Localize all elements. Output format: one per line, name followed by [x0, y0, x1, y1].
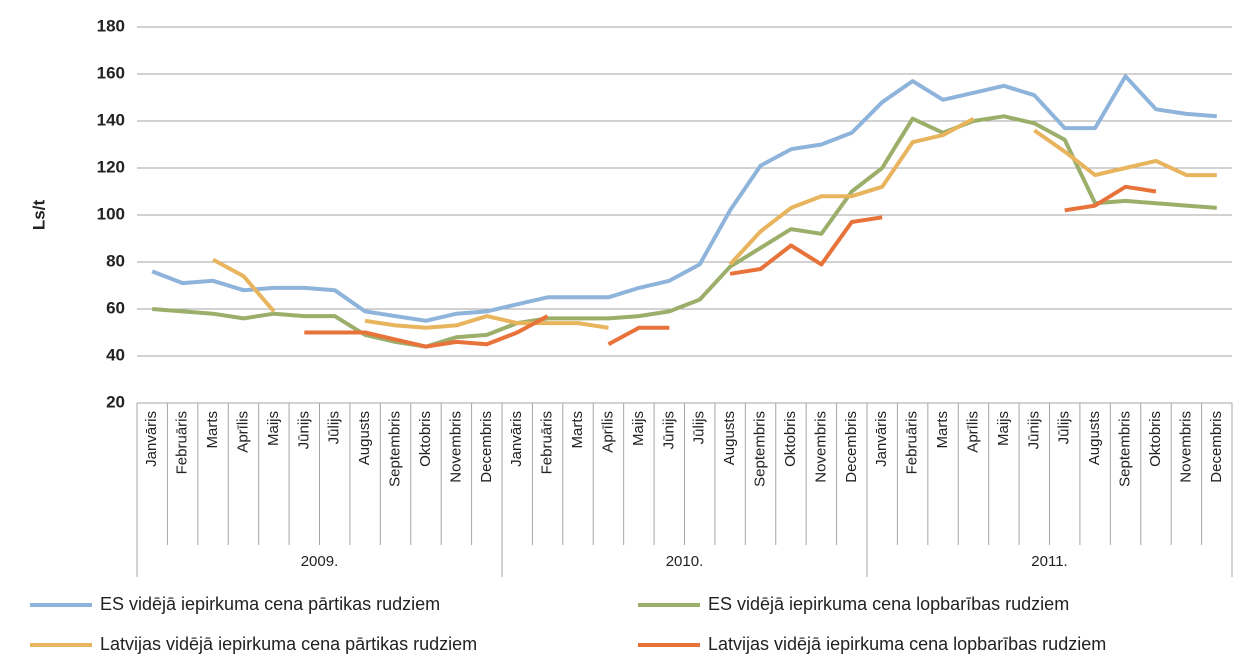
x-tick-label: Augusts — [356, 411, 373, 465]
x-tick-label: Septembris — [387, 411, 404, 487]
y-tick-label: 40 — [106, 345, 125, 364]
x-tick-label: Marts — [569, 411, 586, 449]
x-tick-label: Oktobris — [782, 411, 799, 467]
x-tick-label: Jūlijs — [326, 411, 343, 444]
legend-label: ES vidējā iepirkuma cena pārtikas rudzie… — [100, 594, 440, 614]
x-tick-label: Februāris — [904, 411, 921, 474]
y-tick-label: 160 — [97, 63, 125, 82]
x-tick-label: Aprīlis — [964, 411, 981, 453]
series-line — [151, 74, 1217, 323]
series-line — [212, 116, 1217, 330]
y-tick-label: 60 — [106, 298, 125, 317]
x-tick-label: Maijs — [265, 411, 282, 446]
legend-label: Latvijas vidējā iepirkuma cena lopbarība… — [708, 634, 1106, 654]
x-tick-label: Jūnijs — [295, 411, 312, 449]
x-tick-label: Oktobris — [1147, 411, 1164, 467]
legend-label: ES vidējā iepirkuma cena lopbarības rudz… — [708, 594, 1069, 614]
x-tick-label: Augusts — [1086, 411, 1103, 465]
x-tick-label: Jūnijs — [660, 411, 677, 449]
x-tick-label: Augusts — [721, 411, 738, 465]
x-tick-label: Marts — [204, 411, 221, 449]
series-line — [304, 184, 1157, 349]
x-tick-label: Aprīlis — [599, 411, 616, 453]
x-tick-label: Septembris — [1117, 411, 1134, 487]
year-label: 2009. — [301, 553, 339, 570]
y-tick-label: 180 — [97, 16, 125, 35]
x-tick-label: Septembris — [752, 411, 769, 487]
x-tick-label: Novembris — [812, 411, 829, 483]
x-tick-label: Oktobris — [417, 411, 434, 467]
x-tick-label: Novembris — [1177, 411, 1194, 483]
x-tick-label: Janvāris — [143, 411, 160, 467]
x-tick-label: Janvāris — [508, 411, 525, 467]
x-tick-label: Februāris — [539, 411, 556, 474]
x-tick-label: Jūlijs — [691, 411, 708, 444]
x-tick-label: Decembris — [478, 411, 495, 483]
x-tick-label: Novembris — [447, 411, 464, 483]
year-label: 2010. — [666, 553, 704, 570]
x-tick-label: Decembris — [1208, 411, 1225, 483]
y-axis-label: Ls/t — [29, 200, 48, 231]
y-tick-label: 80 — [106, 251, 125, 270]
x-tick-label: Decembris — [843, 411, 860, 483]
x-tick-label: Maijs — [630, 411, 647, 446]
y-tick-label: 100 — [97, 204, 125, 223]
x-tick-label: Marts — [934, 411, 951, 449]
legend-label: Latvijas vidējā iepirkuma cena pārtikas … — [100, 634, 477, 654]
x-tick-label: Janvāris — [873, 411, 890, 467]
x-tick-label: Jūnijs — [1025, 411, 1042, 449]
x-tick-label: Aprīlis — [234, 411, 251, 453]
x-tick-label: Februāris — [174, 411, 191, 474]
year-label: 2011. — [1031, 553, 1067, 570]
x-tick-label: Maijs — [995, 411, 1012, 446]
x-tick-label: Jūlijs — [1056, 411, 1073, 444]
y-tick-label: 140 — [97, 110, 125, 129]
y-tick-label: 20 — [106, 392, 125, 411]
series-line — [152, 114, 1217, 349]
y-tick-label: 120 — [97, 157, 125, 176]
